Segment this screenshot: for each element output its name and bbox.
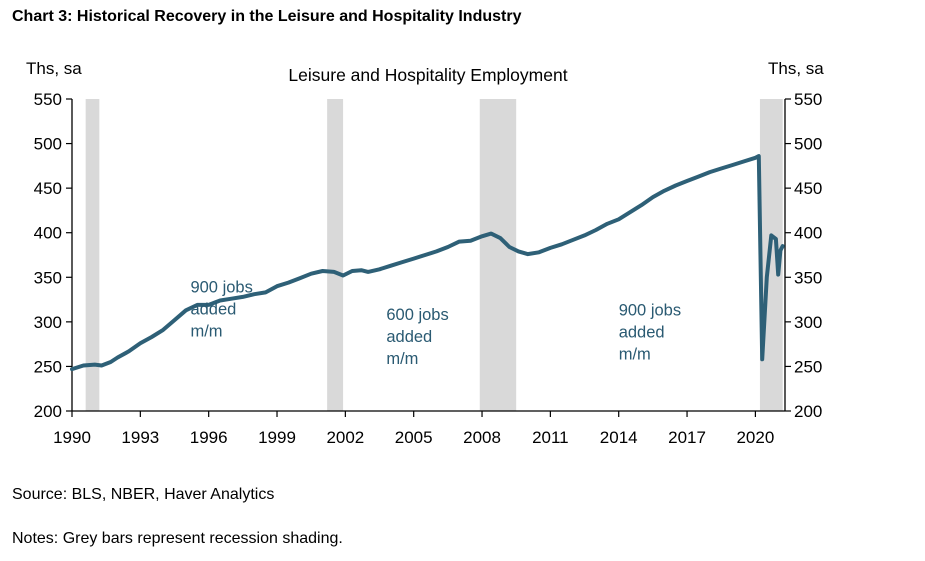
- x-tick-label: 1999: [258, 428, 296, 447]
- y-tick-label-left: 350: [34, 268, 62, 287]
- y-tick-label-left: 200: [34, 402, 62, 421]
- y-tick-label-right: 450: [794, 179, 822, 198]
- y-unit-right: Ths, sa: [768, 59, 824, 78]
- x-tick-label: 1993: [121, 428, 159, 447]
- y-tick-label-right: 500: [794, 135, 822, 154]
- x-tick-label: 2014: [600, 428, 638, 447]
- recession-shading: [85, 99, 783, 411]
- y-tick-label-right: 300: [794, 313, 822, 332]
- recession-bar-3: [479, 99, 517, 411]
- y-tick-label-left: 550: [34, 90, 62, 109]
- y-tick-label-left: 300: [34, 313, 62, 332]
- y-unit-left: Ths, sa: [26, 59, 82, 78]
- x-tick-label: 2020: [736, 428, 774, 447]
- source-note: Source: BLS, NBER, Haver Analytics: [12, 486, 275, 503]
- annotation-3: 900 jobs added m/m: [619, 302, 681, 364]
- axes: 200 200 250 250 300 300 350 350 400 400 450 450 500 5…: [34, 90, 823, 447]
- notes-text: Notes: Grey bars represent recession sha…: [12, 530, 343, 547]
- page-title: Chart 3: Historical Recovery in the Leis…: [12, 8, 522, 25]
- y-tick-label-right: 350: [794, 268, 822, 287]
- x-tick-label: 1996: [190, 428, 228, 447]
- annotation-2: 600 jobs added m/m: [386, 306, 448, 368]
- y-tick-label-left: 450: [34, 179, 62, 198]
- chart-title: Leisure and Hospitality Employment: [288, 65, 567, 85]
- y-tick-label-right: 200: [794, 402, 822, 421]
- y-tick-label-left: 400: [34, 224, 62, 243]
- x-tick-label: 1990: [53, 428, 91, 447]
- x-tick-label: 2011: [532, 428, 569, 447]
- recession-bar-2: [327, 99, 344, 411]
- recession-bar-1: [85, 99, 100, 411]
- x-tick-label: 2002: [326, 428, 364, 447]
- y-tick-label-left: 250: [34, 357, 62, 376]
- y-tick-label-left: 500: [34, 135, 62, 154]
- y-tick-label-right: 550: [794, 90, 822, 109]
- annotations: 900 jobs added m/m 600 jobs added m/m 900 jobs…: [190, 278, 681, 368]
- y-tick-label-right: 400: [794, 224, 822, 243]
- annotation-1: 900 jobs added m/m: [190, 278, 252, 340]
- y-tick-label-right: 250: [794, 357, 822, 376]
- x-tick-label: 2017: [668, 428, 706, 447]
- line-chart: 200 200 250 250 300 300 350 350 400 400 450 450 500 5…: [26, 59, 824, 447]
- x-tick-label: 2005: [395, 428, 433, 447]
- series-line-leisure-hospitality-employment: [70, 154, 785, 372]
- x-tick-label: 2008: [463, 428, 501, 447]
